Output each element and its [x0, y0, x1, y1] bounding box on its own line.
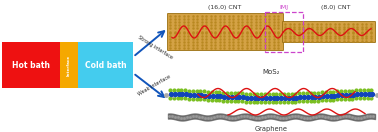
Bar: [78, 42, 133, 88]
Text: Interface: Interface: [67, 54, 71, 76]
FancyBboxPatch shape: [167, 13, 284, 51]
Text: Strong interface: Strong interface: [137, 34, 174, 60]
Text: Weak interface: Weak interface: [137, 74, 172, 96]
Text: Cold bath: Cold bath: [85, 60, 126, 70]
Bar: [2, 42, 60, 88]
Bar: [60, 42, 78, 88]
Text: MoS₂: MoS₂: [262, 69, 280, 75]
FancyBboxPatch shape: [282, 22, 375, 43]
Text: IMJ: IMJ: [279, 6, 288, 11]
Text: (16,0) CNT: (16,0) CNT: [208, 6, 242, 11]
Text: Graphene: Graphene: [254, 126, 288, 132]
Text: (8,0) CNT: (8,0) CNT: [321, 6, 351, 11]
Text: Hot bath: Hot bath: [12, 60, 50, 70]
Bar: [265, 12, 303, 52]
